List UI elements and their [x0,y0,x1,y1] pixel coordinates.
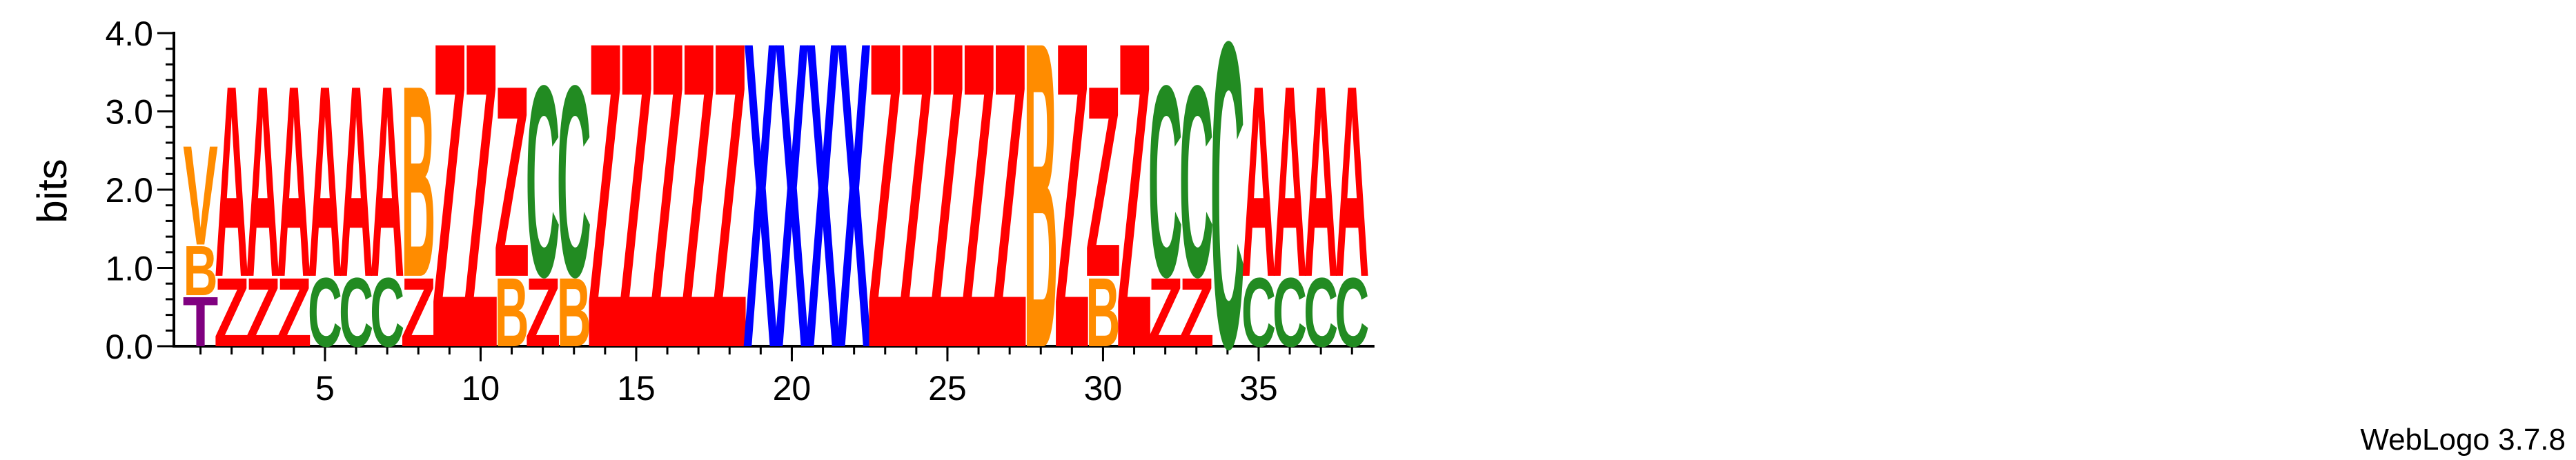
logo-glyph-A: A [277,29,311,334]
logo-glyph-C: C [339,257,373,367]
x-tick-label: 25 [928,369,967,408]
logo-glyph-X: X [836,0,872,439]
logo-glyph-Z: Z [618,0,654,439]
logo-glyph-Z: Z [1179,257,1215,367]
x-tick-label: 20 [773,369,812,408]
logo-glyph-V: V [183,115,218,274]
x-tick-label: 35 [1239,369,1278,408]
y-axis: 0.0 1.0 2.0 3.0 4.0 [105,14,175,366]
logo-glyph-A: A [308,29,342,334]
logo-glyph-C: C [1241,257,1276,367]
logo-glyph-Z: Z [245,257,281,367]
logo-glyph-Z: Z [276,257,312,367]
logo-glyph-Z: Z [867,0,903,439]
logo-glyph-Z: Z [1117,0,1152,439]
logo-glyph-B: B [1023,0,1058,439]
logo-glyph-C: C [1210,0,1245,439]
logo-glyph-Z: Z [649,0,685,439]
logo-glyph-A: A [215,29,249,334]
logo-glyph-Z: Z [587,0,623,439]
logo-glyph-Z: Z [961,0,996,439]
y-tick-label: 0.0 [105,328,153,366]
logo-glyph-B: B [495,257,529,367]
logo-glyph-Z: Z [1054,0,1090,439]
logo-glyph-B: B [401,29,435,334]
logo-glyph-X: X [743,0,778,439]
x-tick-label: 15 [617,369,656,408]
logo-glyph-C: C [1304,257,1338,367]
logo-glyph-Z: Z [463,0,499,439]
logo-glyph-C: C [1179,29,1214,334]
y-tick-label: 4.0 [105,14,153,53]
x-tick-label: 10 [462,369,500,408]
logo-glyph-C: C [370,257,404,367]
logo-glyph-C: C [1148,29,1183,334]
logo-glyph-X: X [774,0,809,439]
logo-glyph-A: A [1335,29,1369,334]
logo-glyph-Z: Z [400,257,436,367]
y-tick-label: 3.0 [105,93,153,132]
logo-glyph-B: B [557,257,591,367]
y-tick-label: 2.0 [105,171,153,210]
logo-glyph-X: X [805,0,840,439]
logo-glyph-T: T [183,282,219,361]
x-axis: 5 10 15 20 25 30 35 [174,345,1375,408]
logo-glyph-Z: Z [930,0,965,439]
y-axis-label: bits [29,159,75,223]
logo-glyph-C: C [1272,257,1307,367]
logo-glyph-Z: Z [680,0,716,439]
logo-glyph-Z: Z [494,29,530,334]
logo-glyph-Z: Z [1085,29,1121,334]
logo-glyph-A: A [1304,29,1338,334]
logo-glyph-A: A [1241,29,1276,334]
logo-glyph-Z: Z [992,0,1028,439]
logo-glyph-C: C [557,29,591,334]
logo-glyph-A: A [246,29,280,334]
logo-glyph-Z: Z [525,257,561,367]
logo-glyph-A: A [370,29,404,334]
logo-glyph-Z: Z [1148,257,1183,367]
logo-glyph-Z: Z [432,0,468,439]
logo-glyph-Z: Z [898,0,934,439]
y-tick-label: 1.0 [105,250,153,288]
x-tick-label: 30 [1084,369,1123,408]
logo-glyph-A: A [1272,29,1307,334]
logo-glyph-Z: Z [214,257,250,367]
logo-glyph-A: A [339,29,373,334]
logo-glyph-Z: Z [711,0,747,439]
weblogo-version-footer: WebLogo 3.7.8 [2360,423,2566,457]
logo-glyph-C: C [1335,257,1369,367]
logo-glyph-C: C [526,29,560,334]
logo-glyph-C: C [308,257,342,367]
x-tick-label: 5 [315,369,335,408]
logo-glyph-B: B [184,232,218,311]
logo-glyph-B: B [1085,257,1120,367]
logo-glyphs: TBVZAZAZACACACAZBZZBZZCBCZZZZZXXXXZZZZZB… [183,0,1369,439]
